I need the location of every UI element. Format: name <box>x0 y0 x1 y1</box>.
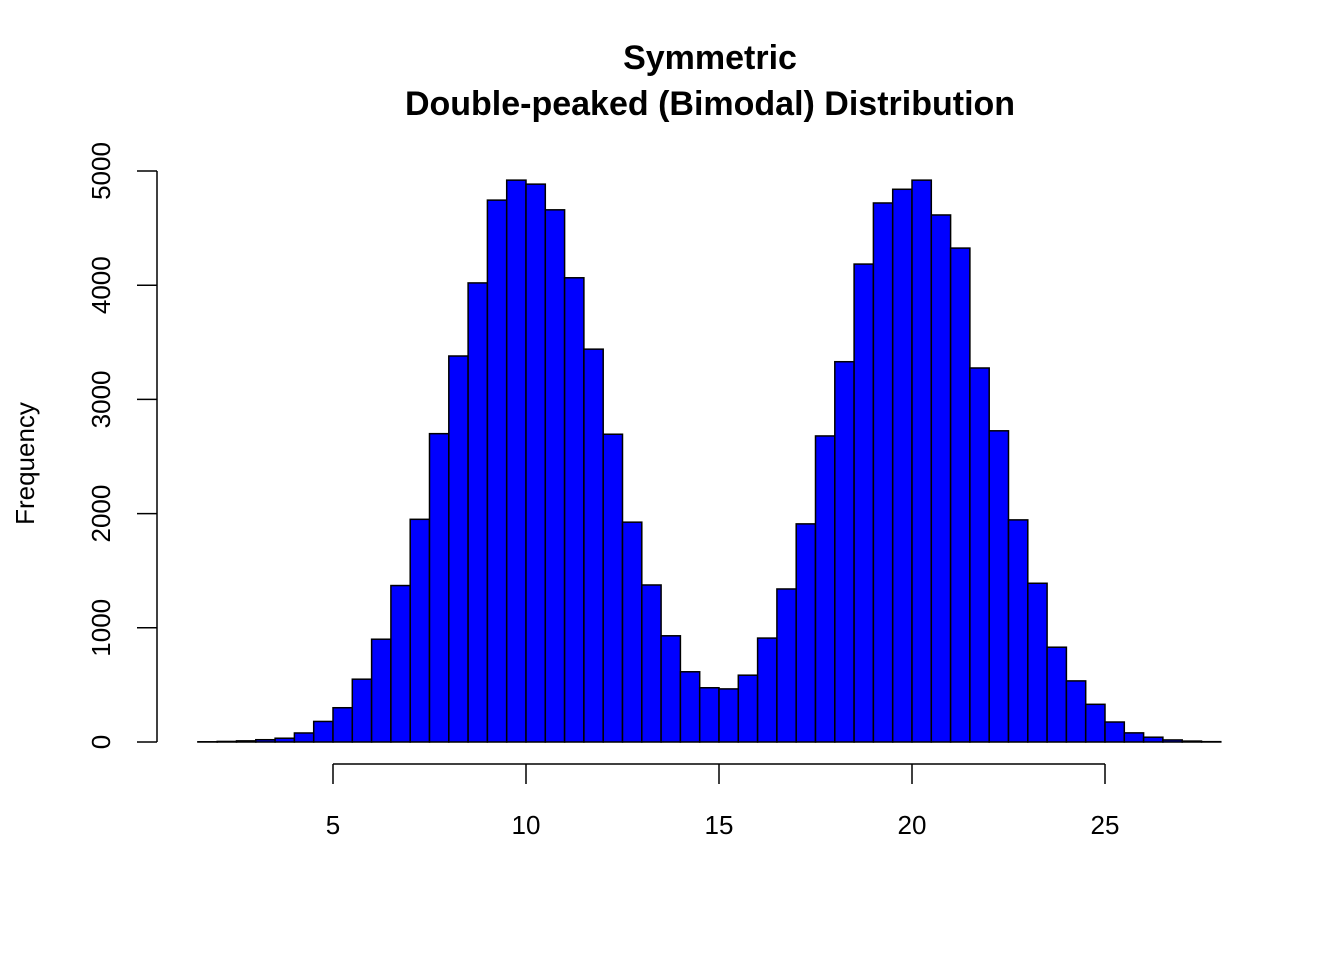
histogram-bar <box>756 637 778 743</box>
histogram-bar <box>332 706 354 743</box>
histogram-bar <box>1104 721 1126 743</box>
y-tick-label: 3000 <box>86 370 116 428</box>
histogram-bar <box>486 199 508 743</box>
histogram-bar <box>872 202 894 743</box>
histogram-bar <box>583 348 604 743</box>
histogram-bar <box>544 209 566 743</box>
histogram-bar <box>390 584 411 743</box>
histogram-bar <box>525 183 547 743</box>
y-tick-label: 0 <box>86 735 116 749</box>
histogram-bar <box>448 355 469 743</box>
histogram-bar <box>467 282 489 743</box>
y-tick-label: 5000 <box>86 142 116 200</box>
histogram-bar <box>1123 732 1145 743</box>
histogram-bar <box>255 738 276 743</box>
histogram-bar <box>988 430 1010 743</box>
histogram-bar <box>1027 582 1048 743</box>
histogram-bar <box>1084 703 1106 743</box>
histogram-bar <box>795 523 817 743</box>
histogram-bar <box>1007 519 1029 743</box>
histogram-bar <box>718 688 740 743</box>
histogram-bar <box>1181 740 1203 743</box>
histogram-bar <box>1142 736 1164 743</box>
histogram-bar <box>1046 646 1068 743</box>
histogram-bar <box>428 432 450 743</box>
histogram-bar <box>505 179 527 743</box>
x-axis: 5 10 15 20 25 <box>326 763 1120 840</box>
histogram-bar <box>621 521 643 743</box>
histogram-bar <box>737 674 759 743</box>
x-tick-label: 15 <box>705 810 734 840</box>
histogram-bar <box>1162 739 1183 743</box>
histogram-bar <box>602 433 624 743</box>
histogram-bar <box>216 740 238 743</box>
histogram-bar <box>641 584 662 743</box>
histogram-bar <box>370 638 392 743</box>
y-axis: 0 1000 2000 3000 4000 5000 <box>86 142 158 749</box>
chart-title: Symmetric <box>623 39 797 77</box>
histogram-bar <box>660 635 682 743</box>
histogram-bar <box>949 247 971 743</box>
x-tick-label: 5 <box>326 810 340 840</box>
y-tick-label: 4000 <box>86 256 116 314</box>
histogram-bar <box>834 360 855 743</box>
histogram-bar <box>776 588 797 743</box>
histogram-bar <box>235 740 257 743</box>
histogram-bar <box>563 277 585 743</box>
histogram-bar <box>853 263 875 743</box>
histogram-bar <box>930 214 952 743</box>
histogram-bar <box>293 732 315 743</box>
y-tick-label: 2000 <box>86 485 116 543</box>
histogram-bar <box>814 435 836 743</box>
histogram-bar <box>409 518 431 743</box>
histogram-bar <box>969 367 990 743</box>
chart-subtitle: Double-peaked (Bimodal) Distribution <box>404 85 1016 123</box>
histogram-bar <box>911 179 933 743</box>
x-tick-label: 25 <box>1091 810 1120 840</box>
x-tick-label: 20 <box>898 810 927 840</box>
x-tick-label: 10 <box>512 810 541 840</box>
histogram-bars <box>197 179 1222 743</box>
histogram-bar <box>891 188 913 743</box>
histogram-bar <box>351 678 373 743</box>
histogram-bar <box>312 720 334 743</box>
y-tick-label: 1000 <box>86 599 116 657</box>
histogram-bar <box>1065 680 1087 743</box>
histogram-bar <box>679 671 701 743</box>
histogram-bar <box>274 737 296 743</box>
histogram-bar <box>698 687 720 743</box>
y-axis-label: Frequency <box>9 401 40 525</box>
